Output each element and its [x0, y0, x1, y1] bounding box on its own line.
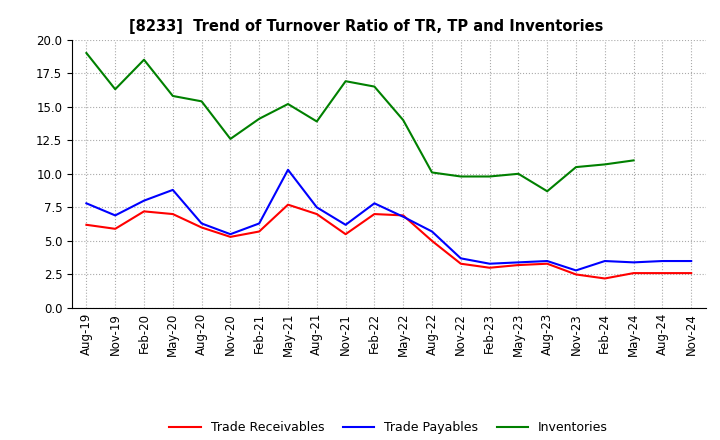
- Inventories: [168, 93, 177, 99]
- Inventories: [600, 162, 609, 167]
- Inventories: [456, 174, 465, 179]
- Trade Receivables: [428, 238, 436, 244]
- Trade Receivables: [168, 211, 177, 216]
- Trade Payables: [572, 268, 580, 273]
- Trade Payables: [687, 258, 696, 264]
- Trade Receivables: [485, 265, 494, 270]
- Trade Payables: [82, 201, 91, 206]
- Inventories: [140, 57, 148, 62]
- Trade Receivables: [399, 213, 408, 218]
- Inventories: [284, 101, 292, 106]
- Trade Receivables: [341, 231, 350, 237]
- Inventories: [197, 99, 206, 104]
- Trade Payables: [514, 260, 523, 265]
- Line: Trade Payables: Trade Payables: [86, 170, 691, 271]
- Trade Receivables: [572, 272, 580, 277]
- Inventories: [629, 158, 638, 163]
- Inventories: [255, 116, 264, 121]
- Inventories: [514, 171, 523, 176]
- Trade Payables: [658, 258, 667, 264]
- Trade Receivables: [543, 261, 552, 266]
- Trade Receivables: [197, 225, 206, 230]
- Trade Receivables: [514, 262, 523, 268]
- Inventories: [111, 87, 120, 92]
- Trade Payables: [111, 213, 120, 218]
- Trade Receivables: [140, 209, 148, 214]
- Trade Payables: [168, 187, 177, 193]
- Trade Receivables: [82, 222, 91, 227]
- Inventories: [543, 189, 552, 194]
- Trade Payables: [226, 231, 235, 237]
- Inventories: [428, 170, 436, 175]
- Line: Inventories: Inventories: [86, 53, 634, 191]
- Legend: Trade Receivables, Trade Payables, Inventories: Trade Receivables, Trade Payables, Inven…: [164, 416, 613, 439]
- Trade Payables: [341, 222, 350, 227]
- Trade Payables: [428, 229, 436, 234]
- Trade Payables: [284, 167, 292, 172]
- Trade Payables: [456, 256, 465, 261]
- Trade Receivables: [456, 261, 465, 266]
- Trade Payables: [399, 214, 408, 220]
- Trade Payables: [543, 258, 552, 264]
- Trade Receivables: [255, 229, 264, 234]
- Trade Payables: [255, 221, 264, 226]
- Text: [8233]  Trend of Turnover Ratio of TR, TP and Inventories: [8233] Trend of Turnover Ratio of TR, TP…: [129, 19, 603, 34]
- Trade Payables: [485, 261, 494, 266]
- Inventories: [226, 136, 235, 142]
- Trade Receivables: [312, 211, 321, 216]
- Line: Trade Receivables: Trade Receivables: [86, 205, 691, 279]
- Trade Payables: [600, 258, 609, 264]
- Inventories: [312, 119, 321, 124]
- Trade Receivables: [226, 234, 235, 239]
- Trade Payables: [140, 198, 148, 203]
- Inventories: [370, 84, 379, 89]
- Inventories: [82, 50, 91, 55]
- Inventories: [341, 79, 350, 84]
- Inventories: [399, 117, 408, 123]
- Trade Payables: [629, 260, 638, 265]
- Trade Receivables: [370, 211, 379, 216]
- Inventories: [485, 174, 494, 179]
- Trade Receivables: [658, 271, 667, 276]
- Trade Payables: [197, 221, 206, 226]
- Trade Receivables: [687, 271, 696, 276]
- Trade Receivables: [284, 202, 292, 207]
- Inventories: [572, 165, 580, 170]
- Trade Payables: [312, 205, 321, 210]
- Trade Receivables: [600, 276, 609, 281]
- Trade Payables: [370, 201, 379, 206]
- Trade Receivables: [111, 226, 120, 231]
- Trade Receivables: [629, 271, 638, 276]
